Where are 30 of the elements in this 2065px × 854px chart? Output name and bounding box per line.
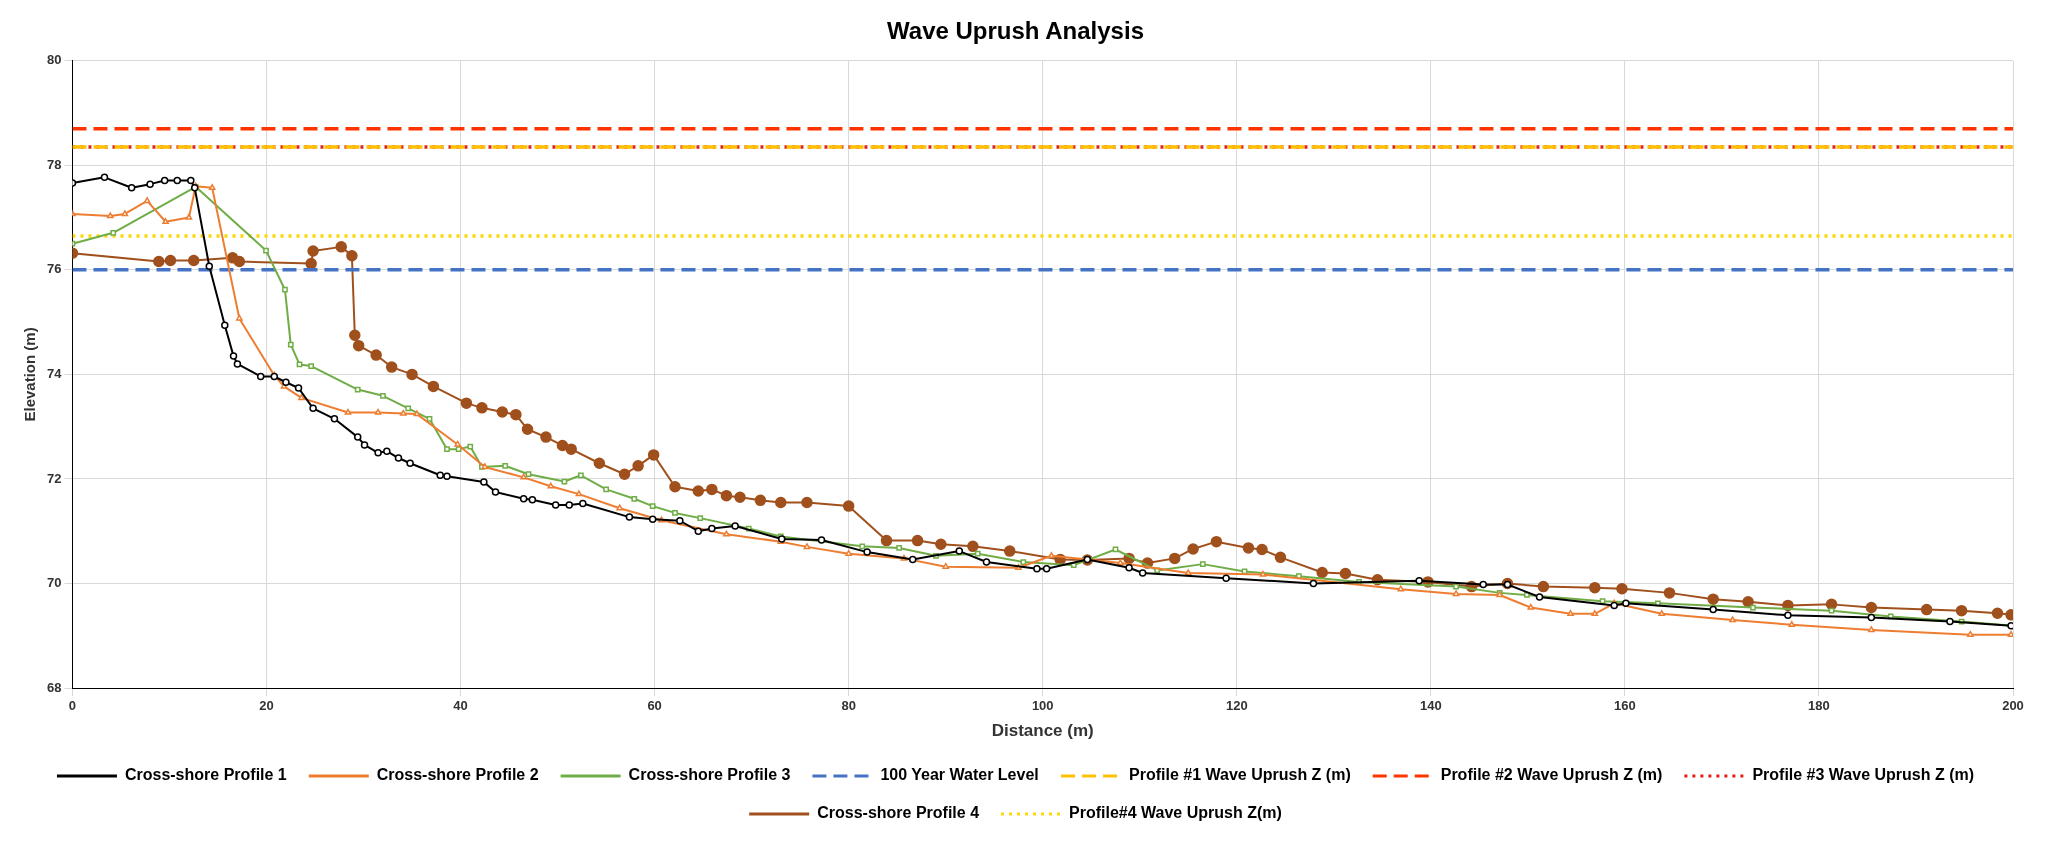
chart-title: Wave Uprush Analysis bbox=[887, 17, 1144, 45]
x-tick-label: 200 bbox=[2002, 698, 2024, 714]
legend-label: Profile #3 Wave Uprush Z (m) bbox=[1752, 766, 1975, 784]
x-tick-label: 120 bbox=[1225, 698, 1248, 714]
x-tick-label: 0 bbox=[68, 698, 77, 714]
legend-label: Cross-shore Profile 3 bbox=[628, 766, 791, 784]
legend-label: Cross-shore Profile 2 bbox=[376, 766, 539, 784]
y-tick-label: 80 bbox=[46, 52, 62, 68]
legend-label: Cross-shore Profile 1 bbox=[124, 766, 287, 784]
x-tick-label: 60 bbox=[647, 698, 662, 714]
x-tick-label: 180 bbox=[1808, 698, 1830, 714]
x-tick-label: 100 bbox=[1031, 698, 1054, 714]
y-tick-label: 70 bbox=[46, 575, 62, 591]
x-tick-label: 80 bbox=[841, 698, 856, 714]
legend-label: Profile #2 Wave Uprush Z (m) bbox=[1440, 766, 1663, 784]
x-tick-label: 40 bbox=[453, 698, 468, 714]
x-tick-label: 140 bbox=[1419, 698, 1442, 714]
y-tick-label: 72 bbox=[46, 470, 62, 486]
legend-label: Cross-shore Profile 4 bbox=[817, 804, 980, 822]
legend-label: Profile #1 Wave Uprush Z (m) bbox=[1129, 766, 1351, 784]
y-axis-title: Elevation (m) bbox=[21, 327, 39, 422]
y-tick-label: 74 bbox=[46, 365, 63, 381]
y-tick-label: 68 bbox=[46, 679, 62, 695]
legend-label: 100 Year Water Level bbox=[880, 766, 1039, 784]
y-tick-label: 76 bbox=[46, 261, 62, 277]
x-axis-title: Distance (m) bbox=[991, 721, 1094, 741]
x-tick-label: 20 bbox=[259, 698, 274, 714]
legend-label: Profile#4 Wave Uprush Z(m) bbox=[1069, 804, 1282, 822]
y-tick-label: 78 bbox=[46, 156, 62, 172]
x-tick-label: 160 bbox=[1614, 698, 1636, 714]
